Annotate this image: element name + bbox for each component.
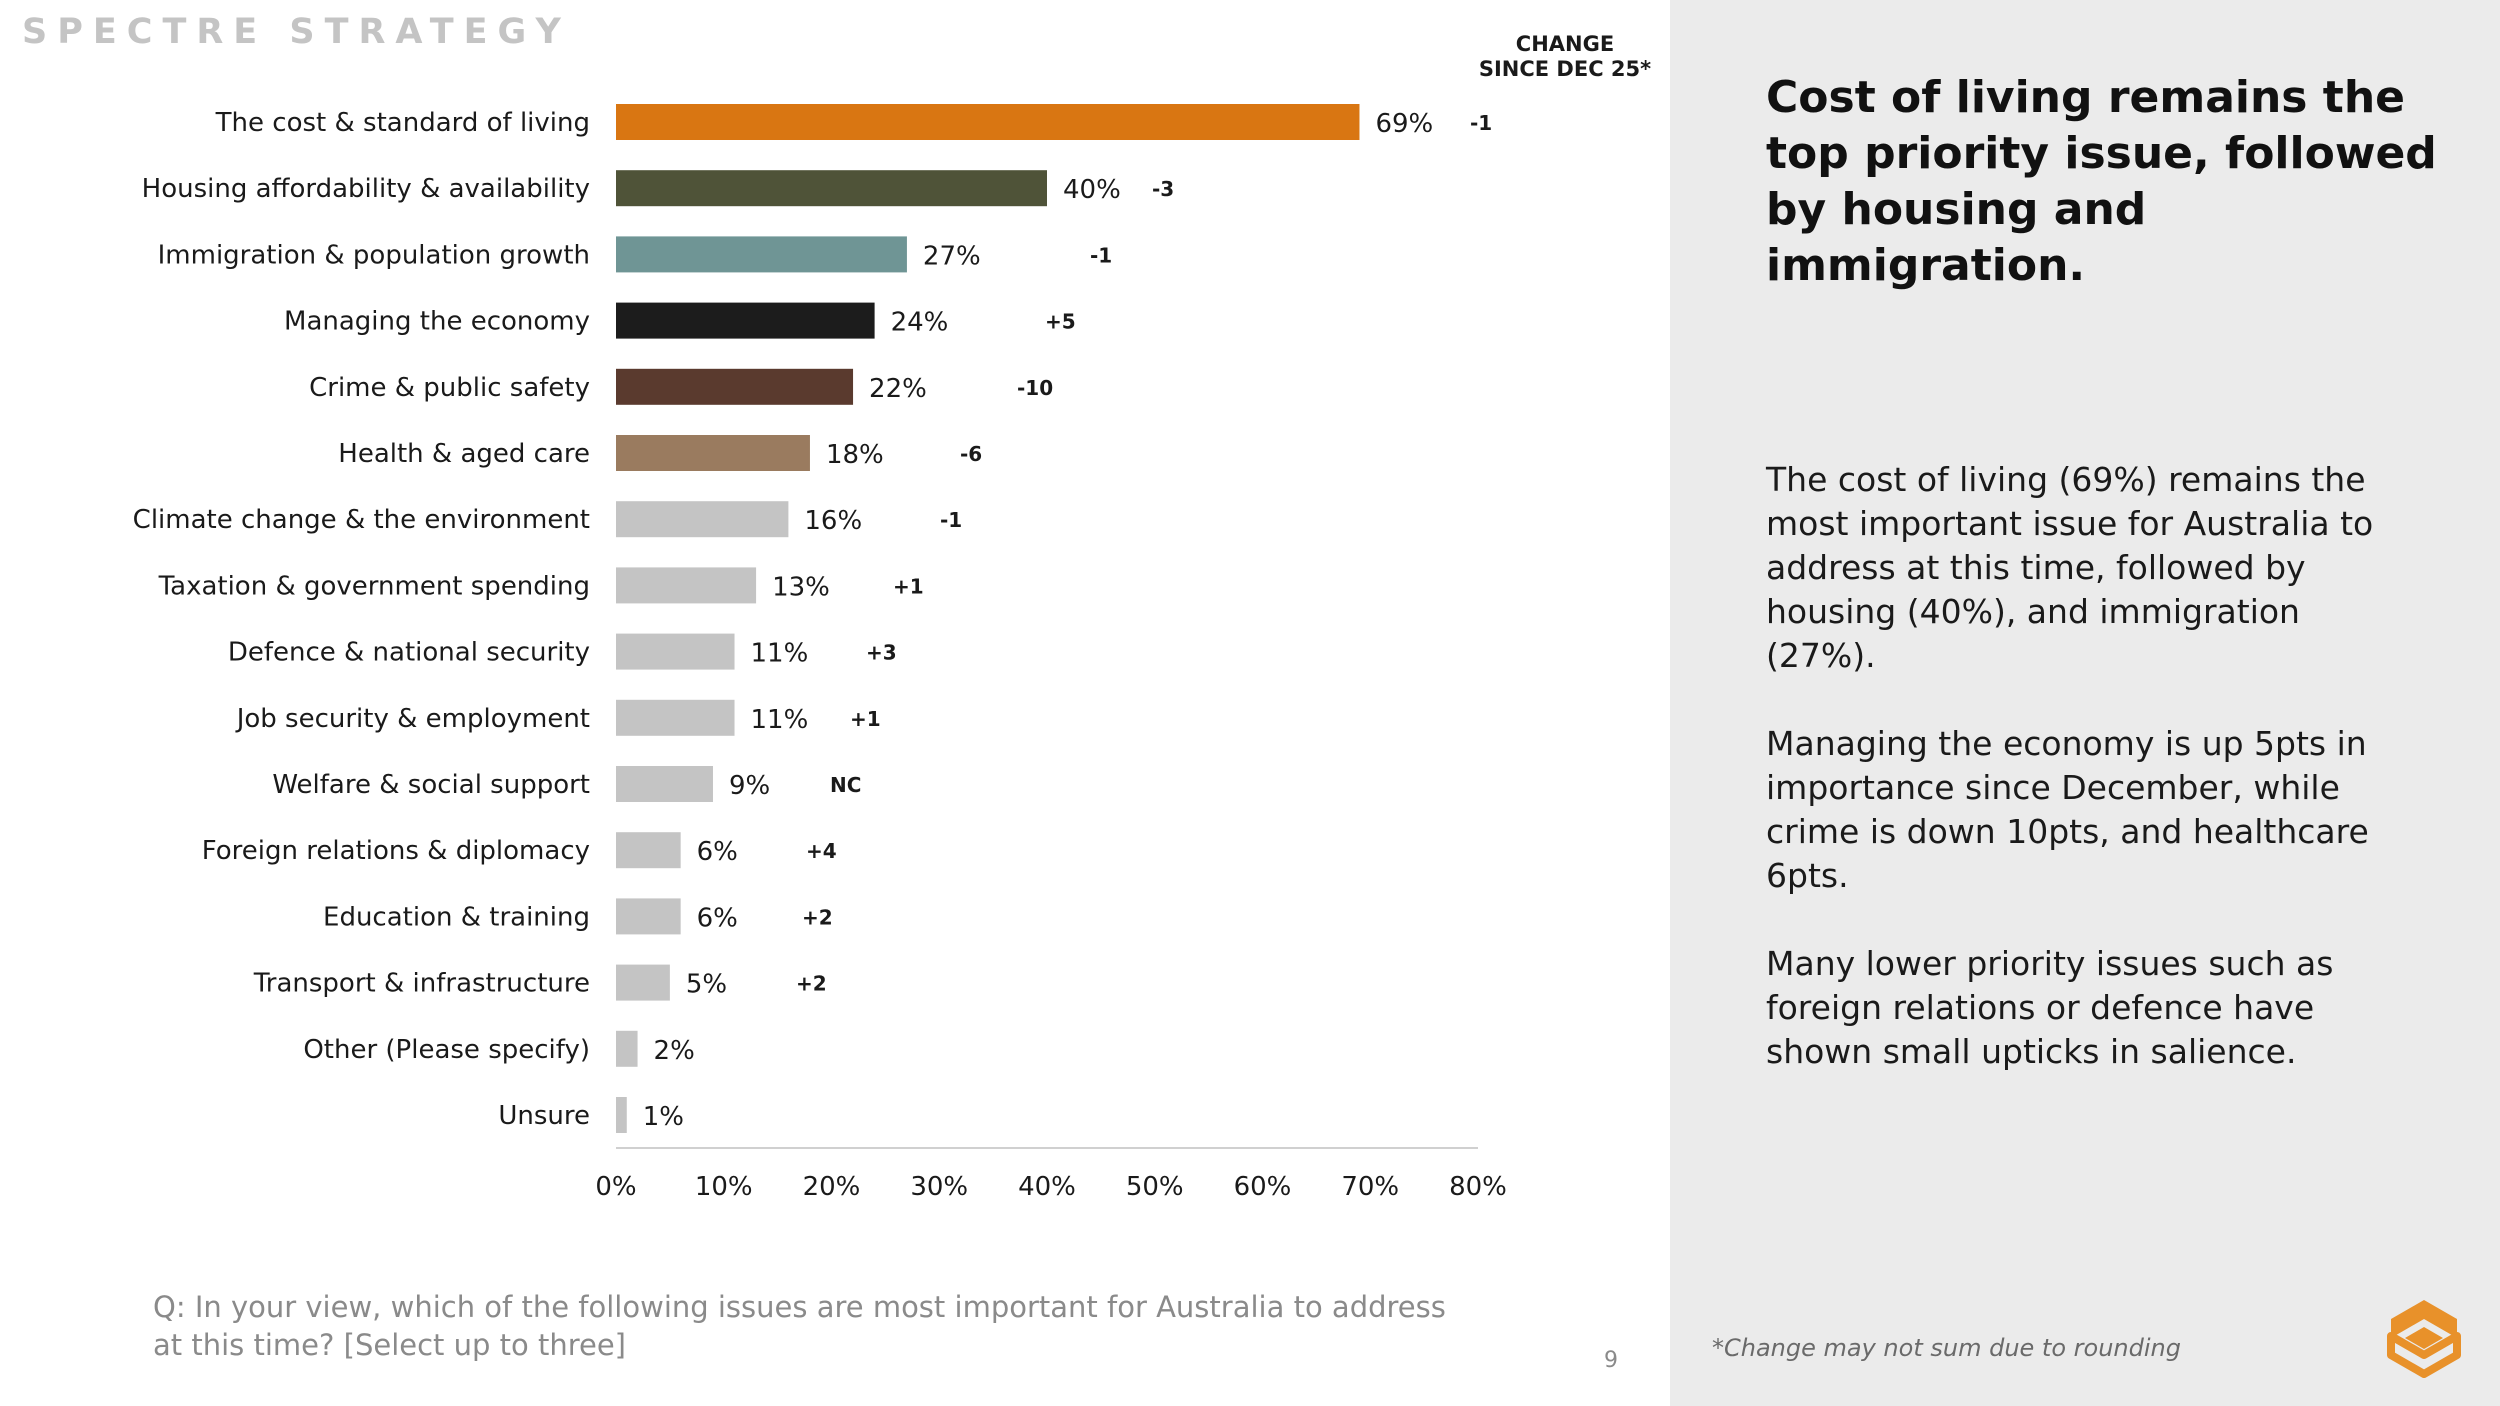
issues-bar-chart: The cost & standard of living 69% -1 Housin… (133, 104, 1507, 1202)
x-tick-label: 10% (695, 1172, 753, 1202)
value-label: 22% (869, 374, 927, 404)
value-label: 6% (697, 837, 738, 867)
bar (616, 435, 810, 471)
bar (616, 567, 757, 604)
value-label: 16% (804, 506, 862, 536)
category-label: Taxation & government spending (158, 571, 590, 601)
change-label: -1 (1470, 111, 1492, 135)
change-label: -1 (1090, 243, 1112, 267)
summary-body: The cost of living (69%) remains the mos… (1766, 458, 2406, 1118)
bar (616, 368, 854, 405)
category-label: Health & aged care (338, 439, 590, 469)
change-label: NC (830, 773, 861, 797)
change-label: +1 (893, 574, 924, 598)
x-tick-label: 70% (1341, 1172, 1399, 1202)
bar (616, 1097, 627, 1133)
change-header-line1: CHANGE (1515, 32, 1615, 56)
summary-paragraph-3: Many lower priority issues such as forei… (1766, 944, 2334, 1071)
change-label: -10 (1017, 376, 1053, 400)
change-column-header: CHANGE SINCE DEC 25* (1445, 32, 1685, 82)
category-label: Transport & infrastructure (253, 969, 590, 999)
value-label: 6% (697, 903, 738, 933)
change-label: -1 (940, 508, 962, 532)
bar (616, 236, 907, 273)
summary-paragraph-2: Managing the economy is up 5pts in impor… (1766, 724, 2369, 895)
x-tick-label: 60% (1234, 1172, 1292, 1202)
category-label: Welfare & social support (272, 770, 590, 800)
bar (616, 699, 735, 736)
page-number: 9 (1604, 1348, 1618, 1373)
summary-panel: Cost of living remains the top priority … (1670, 0, 2500, 1406)
x-tick-label: 0% (595, 1172, 636, 1202)
value-label: 11% (751, 639, 809, 669)
change-label: -6 (960, 442, 982, 466)
category-label: Foreign relations & diplomacy (202, 836, 590, 866)
x-tick-label: 80% (1449, 1172, 1507, 1202)
value-label: 40% (1063, 175, 1121, 205)
change-label: +5 (1045, 310, 1076, 334)
bar (616, 501, 789, 538)
bar (616, 1030, 638, 1067)
category-label: Climate change & the environment (133, 505, 590, 535)
category-label: Crime & public safety (309, 373, 590, 403)
bar (616, 766, 713, 802)
category-label: Managing the economy (284, 307, 590, 337)
change-label: +1 (850, 707, 881, 731)
bar (616, 964, 670, 1001)
value-label: 5% (686, 970, 727, 1000)
summary-headline: Cost of living remains the top priority … (1766, 72, 2437, 291)
survey-question: Q: In your view, which of the following … (153, 1290, 1446, 1362)
value-label: 18% (826, 440, 884, 470)
change-label: +2 (796, 972, 827, 996)
value-label: 27% (923, 241, 981, 271)
category-label: The cost & standard of living (215, 108, 590, 138)
x-tick-label: 50% (1126, 1172, 1184, 1202)
category-label: Other (Please specify) (303, 1035, 590, 1065)
value-label: 2% (654, 1036, 695, 1066)
footnote: *Change may not sum due to rounding (1712, 1334, 2181, 1362)
bar (616, 832, 681, 869)
category-label: Defence & national security (228, 638, 590, 668)
value-label: 69% (1375, 109, 1433, 139)
value-label: 13% (772, 572, 830, 602)
category-label: Unsure (498, 1101, 590, 1131)
change-header-line2: SINCE DEC 25* (1478, 57, 1652, 81)
x-tick-label: 20% (803, 1172, 861, 1202)
category-label: Housing affordability & availability (142, 174, 590, 204)
value-label: 11% (751, 705, 809, 735)
x-tick-label: 40% (1018, 1172, 1076, 1202)
bar (616, 104, 1360, 140)
category-label: Immigration & population growth (158, 240, 590, 270)
bar (616, 170, 1047, 207)
change-label: +3 (866, 641, 897, 665)
summary-paragraph-1: The cost of living (69%) remains the mos… (1766, 460, 2374, 675)
spectre-logo-icon (2387, 1300, 2461, 1378)
change-label: +4 (806, 839, 837, 863)
value-label: 1% (643, 1102, 684, 1132)
category-label: Job security & employment (235, 704, 590, 734)
brand-wordmark: SPECTRE STRATEGY (22, 12, 571, 52)
x-tick-label: 30% (910, 1172, 968, 1202)
bar (616, 302, 875, 339)
category-label: Education & training (323, 902, 590, 932)
bar (616, 633, 735, 670)
value-label: 9% (729, 771, 770, 801)
bar (616, 898, 681, 935)
value-label: 24% (891, 308, 949, 338)
change-label: +2 (802, 905, 833, 929)
change-label: -3 (1152, 177, 1174, 201)
